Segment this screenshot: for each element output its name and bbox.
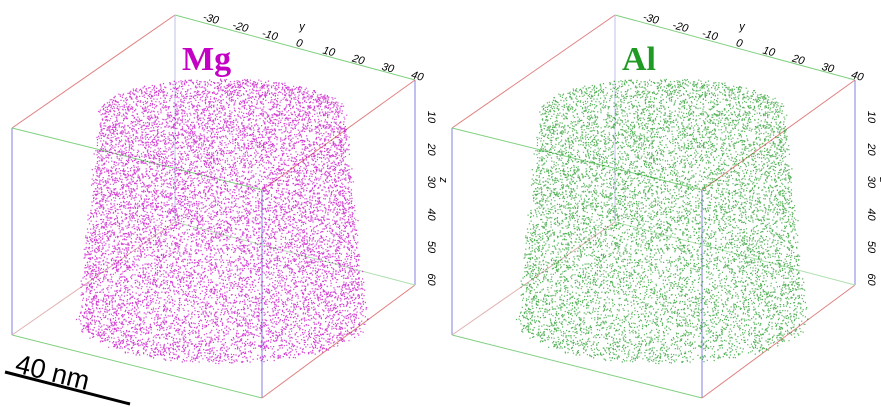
box-edge — [262, 80, 415, 190]
y-tick-label: 20 — [350, 52, 367, 67]
y-tick-label: -30 — [642, 11, 661, 27]
y-axis-label: y — [738, 21, 746, 33]
z-tick-label: 50 — [425, 241, 437, 254]
y-tick-label: -20 — [671, 19, 690, 35]
atom-cloud — [76, 79, 369, 365]
y-tick-label: 30 — [820, 61, 836, 76]
element-label: Al — [622, 41, 656, 78]
atom-cloud — [516, 79, 809, 364]
z-tick-label: 50 — [865, 241, 877, 254]
y-tick-label: 10 — [321, 45, 337, 60]
y-axis-label: y — [298, 21, 306, 33]
z-tick-label: 60 — [865, 273, 877, 286]
box-edge — [12, 15, 175, 128]
figure: Mg-30-20-10010203040y102030405060zAl-30-… — [0, 0, 881, 407]
y-tick-label: -30 — [202, 11, 221, 27]
y-tick-label: 10 — [761, 45, 777, 60]
z-axis-label: z — [877, 176, 881, 183]
z-axis-label: z — [437, 176, 449, 183]
box-edge — [702, 80, 855, 190]
y-tick-label: 20 — [790, 52, 807, 67]
scale-bar-label: 40 nm — [13, 349, 93, 396]
z-tick-label: 30 — [425, 176, 437, 189]
y-tick-label: -10 — [261, 28, 280, 44]
y-tick-label: 0 — [295, 37, 305, 50]
y-tick-label: 30 — [380, 61, 396, 76]
element-label: Mg — [182, 41, 231, 78]
z-tick-label: 40 — [865, 208, 877, 221]
y-tick-label: -10 — [701, 28, 720, 44]
z-tick-label: 20 — [425, 142, 437, 156]
z-tick-label: 20 — [865, 142, 877, 156]
z-tick-label: 10 — [425, 111, 437, 124]
z-tick-label: 40 — [425, 208, 437, 221]
z-tick-label: 10 — [865, 111, 877, 124]
box-edge — [452, 15, 615, 128]
y-tick-label: 0 — [735, 37, 745, 50]
z-tick-label: 60 — [425, 273, 437, 286]
y-tick-label: -20 — [231, 19, 250, 35]
z-tick-label: 30 — [865, 176, 877, 189]
